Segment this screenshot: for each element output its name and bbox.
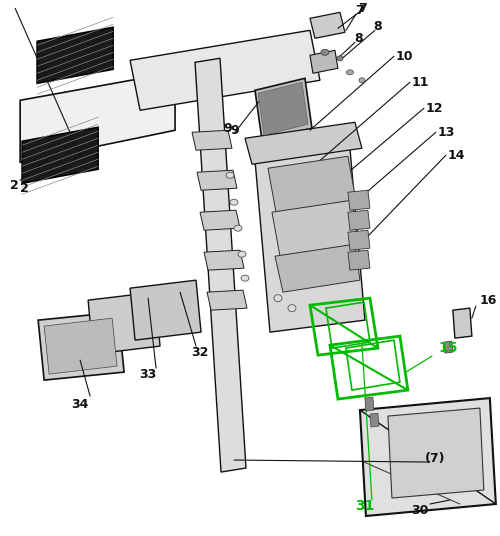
Polygon shape [310, 12, 345, 38]
Polygon shape [130, 280, 201, 340]
Polygon shape [192, 130, 232, 150]
Polygon shape [453, 308, 472, 338]
Ellipse shape [346, 70, 354, 75]
Text: 8: 8 [374, 20, 382, 33]
Text: 7: 7 [356, 4, 364, 17]
Polygon shape [365, 397, 374, 411]
Text: 9: 9 [224, 122, 232, 135]
Text: 31: 31 [355, 499, 374, 513]
Polygon shape [360, 398, 496, 516]
Polygon shape [130, 31, 320, 110]
Polygon shape [200, 210, 240, 230]
Text: 7: 7 [358, 2, 368, 15]
Text: 14: 14 [447, 149, 464, 162]
Polygon shape [272, 200, 358, 256]
Polygon shape [310, 50, 338, 73]
Polygon shape [88, 292, 160, 354]
Text: 12: 12 [425, 102, 442, 115]
Ellipse shape [288, 304, 296, 311]
Ellipse shape [226, 172, 234, 178]
Text: 34: 34 [72, 398, 89, 411]
Ellipse shape [337, 56, 343, 61]
Text: 33: 33 [140, 368, 156, 381]
Text: 11: 11 [411, 76, 428, 89]
Polygon shape [275, 244, 360, 292]
Text: 13: 13 [437, 126, 454, 139]
Text: 30: 30 [411, 503, 428, 517]
Polygon shape [22, 127, 98, 183]
Text: 10: 10 [395, 50, 412, 63]
Ellipse shape [230, 199, 238, 205]
Polygon shape [204, 250, 244, 270]
Polygon shape [348, 210, 370, 230]
Polygon shape [255, 78, 312, 140]
Polygon shape [388, 408, 484, 498]
Polygon shape [255, 148, 365, 332]
Polygon shape [258, 83, 308, 135]
Polygon shape [348, 190, 370, 210]
Polygon shape [444, 341, 453, 353]
Text: 16: 16 [479, 294, 496, 307]
Polygon shape [348, 230, 370, 250]
Polygon shape [348, 250, 370, 270]
Text: (7): (7) [424, 451, 445, 465]
Polygon shape [268, 156, 356, 212]
Polygon shape [37, 27, 113, 83]
Polygon shape [370, 413, 379, 427]
Text: 2: 2 [20, 182, 28, 195]
Polygon shape [195, 58, 246, 472]
Polygon shape [44, 318, 117, 374]
Polygon shape [197, 170, 237, 190]
Ellipse shape [241, 275, 249, 281]
Ellipse shape [321, 49, 329, 55]
Polygon shape [207, 290, 247, 310]
Text: 32: 32 [192, 346, 208, 359]
Polygon shape [38, 312, 124, 380]
Polygon shape [20, 72, 175, 162]
Polygon shape [245, 122, 362, 164]
Ellipse shape [274, 295, 282, 302]
Ellipse shape [238, 251, 246, 257]
Text: 8: 8 [354, 32, 363, 45]
Ellipse shape [234, 225, 242, 231]
Ellipse shape [359, 78, 365, 83]
Text: 9: 9 [230, 124, 239, 137]
Text: 2: 2 [10, 178, 18, 192]
Text: 15: 15 [438, 341, 458, 355]
